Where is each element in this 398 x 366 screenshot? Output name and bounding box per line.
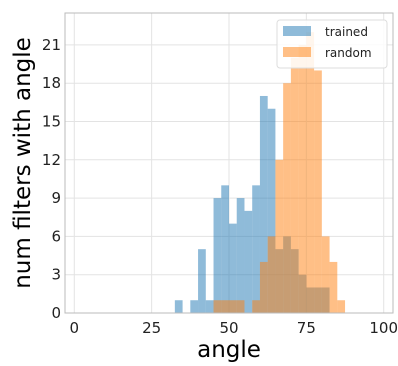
trained-bar: [236, 198, 245, 313]
random-bar: [236, 300, 245, 313]
random-bar: [267, 236, 276, 313]
y-axis-label: num filters with angle: [10, 37, 36, 289]
random-bar: [314, 70, 322, 313]
y-tick-label: 6: [51, 227, 61, 245]
random-bar: [213, 300, 222, 313]
trained-bar: [190, 300, 199, 313]
random-bar: [283, 83, 291, 313]
y-tick-label: 18: [42, 74, 61, 92]
x-axis-label: angle: [197, 337, 261, 363]
y-tick-label: 0: [51, 304, 61, 322]
random-bar: [321, 236, 330, 313]
y-tick-label: 15: [42, 113, 61, 131]
trained-bar: [244, 210, 253, 313]
y-tick-label: 12: [42, 151, 61, 169]
x-tick-label: 75: [297, 319, 316, 337]
x-tick-label: 100: [369, 319, 398, 337]
x-tick-label: 50: [219, 319, 238, 337]
plot-frame: [64, 12, 394, 314]
random-bar: [298, 44, 307, 314]
random-bar: [329, 261, 338, 313]
x-tick-label: 0: [70, 319, 80, 337]
y-tick-label: 3: [51, 266, 61, 284]
x-tick-label: 25: [142, 319, 161, 337]
y-tick-label: 9: [51, 189, 61, 207]
random-bar: [290, 57, 299, 314]
legend-label-trained: trained: [325, 25, 368, 39]
y-tick-labels: 0 3 6 9 12 15 18 21: [42, 36, 61, 322]
legend-swatch-random: [283, 47, 311, 57]
legend-swatch-trained: [283, 26, 311, 36]
random-bar: [259, 261, 268, 313]
random-bar: [252, 300, 260, 313]
trained-bar: [205, 300, 214, 313]
trained-bar: [267, 108, 276, 313]
trained-bar: [174, 300, 183, 313]
trained-bar: [198, 249, 206, 313]
legend: trained random: [276, 19, 388, 69]
trained-bar: [229, 223, 237, 313]
trained-bar: [213, 198, 222, 313]
random-bar: [275, 159, 284, 313]
trained-bar: [221, 185, 229, 313]
random-bar: [221, 300, 229, 313]
random-bar: [306, 32, 315, 314]
random-bar: [337, 300, 346, 313]
bars-layer: [174, 32, 346, 314]
x-tick-labels: 0 25 50 75 100: [70, 319, 398, 337]
y-tick-label: 21: [42, 36, 61, 54]
trained-bar: [252, 185, 260, 313]
legend-label-random: random: [325, 46, 372, 60]
trained-bar: [259, 95, 268, 313]
random-bar: [229, 300, 237, 313]
